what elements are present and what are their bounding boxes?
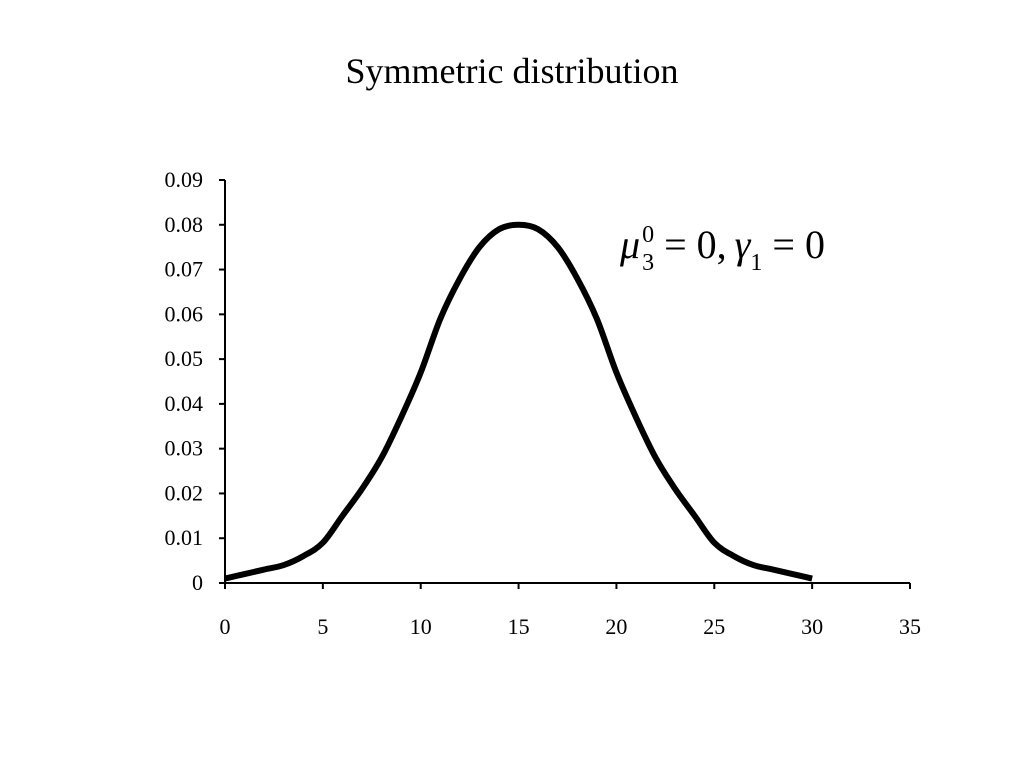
parameter-annotation: μ0 3 = 0, γ1 = 0 [619, 222, 825, 276]
y-tick-label: 0 [192, 570, 203, 595]
axes: 0 0.01 0.02 0.03 0.04 0.05 0.06 0.07 0.08 0.09 0 5… [165, 167, 922, 639]
y-tick-label: 0.04 [165, 391, 204, 416]
x-tick-label: 0 [220, 614, 231, 639]
x-tick-label: 35 [899, 614, 921, 639]
y-tick-label: 0.06 [165, 301, 204, 326]
y-tick-label: 0.01 [165, 525, 204, 550]
y-tick-label: 0.09 [165, 167, 204, 192]
annotation-gamma: γ [735, 222, 752, 267]
y-tick-label: 0.03 [165, 436, 204, 461]
y-tick-label: 0.07 [165, 257, 204, 282]
annotation-mu-subscript: 3 [642, 250, 654, 276]
distribution-curve [224, 221, 813, 582]
annotation-gamma-subscript: 1 [750, 250, 762, 276]
x-tick-label: 5 [317, 614, 328, 639]
y-tick-label: 0.02 [165, 480, 204, 505]
series-layer [224, 221, 813, 582]
annotation-gamma-rhs: = 0 [762, 222, 825, 267]
annotation-mu: μ [619, 222, 640, 267]
y-tick-label: 0.05 [165, 346, 204, 371]
x-tick-label: 30 [801, 614, 823, 639]
chart-title: Symmetric distribution [346, 51, 679, 91]
x-tick-label: 20 [605, 614, 627, 639]
x-ticks: 0 5 10 15 20 25 30 35 [220, 583, 921, 639]
x-tick-label: 10 [410, 614, 432, 639]
y-ticks: 0 0.01 0.02 0.03 0.04 0.05 0.06 0.07 0.08 0.09 [165, 167, 225, 595]
x-tick-label: 25 [703, 614, 725, 639]
x-tick-label: 15 [508, 614, 530, 639]
y-tick-label: 0.08 [165, 212, 204, 237]
annotation-mu-superscript: 0 [642, 222, 654, 248]
annotation-mu-rhs: = 0, [654, 222, 727, 267]
